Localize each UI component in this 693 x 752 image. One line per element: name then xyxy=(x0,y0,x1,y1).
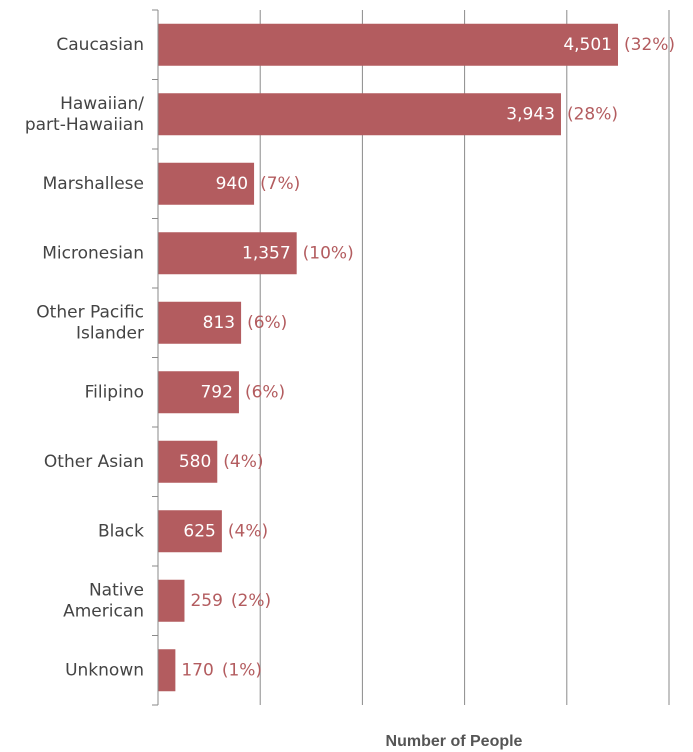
value-label: 625 xyxy=(183,521,215,541)
value-label: 170 xyxy=(181,660,213,680)
bar xyxy=(158,649,176,692)
bar xyxy=(158,232,297,275)
y-tick-label: Other Pacific Islander xyxy=(36,302,144,343)
value-label: 792 xyxy=(200,382,232,402)
value-label: 1,357 xyxy=(242,243,291,263)
value-label: 4,501 xyxy=(563,35,612,55)
y-tick-label: Native American xyxy=(63,580,144,621)
y-tick-label: Marshallese xyxy=(43,174,144,194)
y-tick-label: Other Asian xyxy=(44,452,144,472)
percent-label: (6%) xyxy=(247,313,287,333)
bar xyxy=(158,440,218,483)
percent-label: (32%) xyxy=(624,35,675,55)
percent-label: (10%) xyxy=(303,243,354,263)
percent-label: (6%) xyxy=(245,382,285,402)
percent-label: (7%) xyxy=(260,174,300,194)
y-tick-label: Unknown xyxy=(65,660,144,680)
percent-label: (4%) xyxy=(228,521,268,541)
y-tick-label: Micronesian xyxy=(42,243,144,263)
bar xyxy=(158,301,242,344)
value-label: 259 xyxy=(190,591,222,611)
bar xyxy=(158,510,222,553)
y-tick-label: Caucasian xyxy=(56,35,144,55)
percent-label: (28%) xyxy=(567,104,618,124)
bar xyxy=(158,23,619,66)
y-tick-label: Black xyxy=(98,521,144,541)
percent-label: (2%) xyxy=(231,591,271,611)
y-tick-label: Hawaiian/part-Hawaiian xyxy=(25,94,144,135)
bar xyxy=(158,162,255,205)
bar xyxy=(158,93,561,136)
y-tick-label: Filipino xyxy=(85,382,144,402)
percent-label: (1%) xyxy=(222,660,262,680)
percent-label: (4%) xyxy=(223,452,263,472)
x-axis-title: Number of People xyxy=(386,733,523,750)
bar xyxy=(158,371,239,414)
value-label: 940 xyxy=(216,174,248,194)
value-label: 3,943 xyxy=(506,104,555,124)
bar xyxy=(158,579,185,622)
value-label: 813 xyxy=(203,313,235,333)
value-label: 580 xyxy=(179,452,211,472)
